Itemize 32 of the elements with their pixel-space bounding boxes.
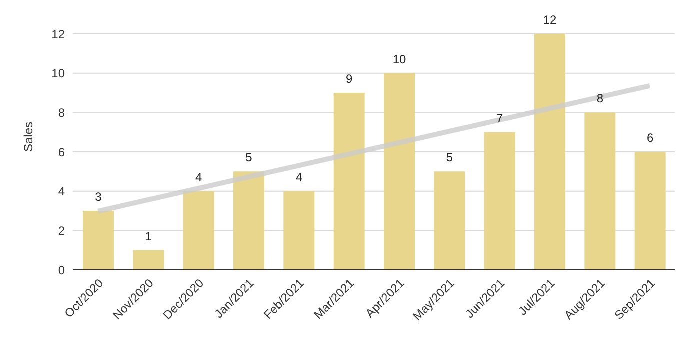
bar [384,73,415,270]
data-label: 4 [195,170,202,184]
y-tick-label: 0 [58,263,66,278]
data-label: 7 [496,111,504,126]
y-axis-title: Sales [21,122,36,152]
data-label: 6 [646,131,654,145]
data-label: 5 [446,150,454,165]
y-tick-label: 12 [52,27,66,42]
bar [83,211,114,270]
bar [434,172,466,270]
y-tick-label: 4 [58,184,66,199]
data-label: 1 [145,229,152,244]
bar [234,172,264,270]
y-tick-label: 6 [58,145,66,160]
y-tick-label: 10 [52,66,66,81]
data-label: 4 [296,170,303,184]
data-label: 10 [392,52,406,66]
bar [534,34,566,270]
bar [183,191,214,270]
bar [334,93,365,270]
bar [584,112,616,270]
y-tick-label: 2 [58,224,66,238]
data-label: 5 [246,150,253,165]
data-label: 8 [596,92,604,106]
bar [133,250,164,270]
bar [634,152,666,270]
y-tick-label: 8 [58,106,66,120]
data-label: 3 [95,190,102,204]
data-label: 12 [543,13,557,27]
bar [484,132,516,270]
bar [284,191,315,270]
data-label: 9 [346,72,353,86]
